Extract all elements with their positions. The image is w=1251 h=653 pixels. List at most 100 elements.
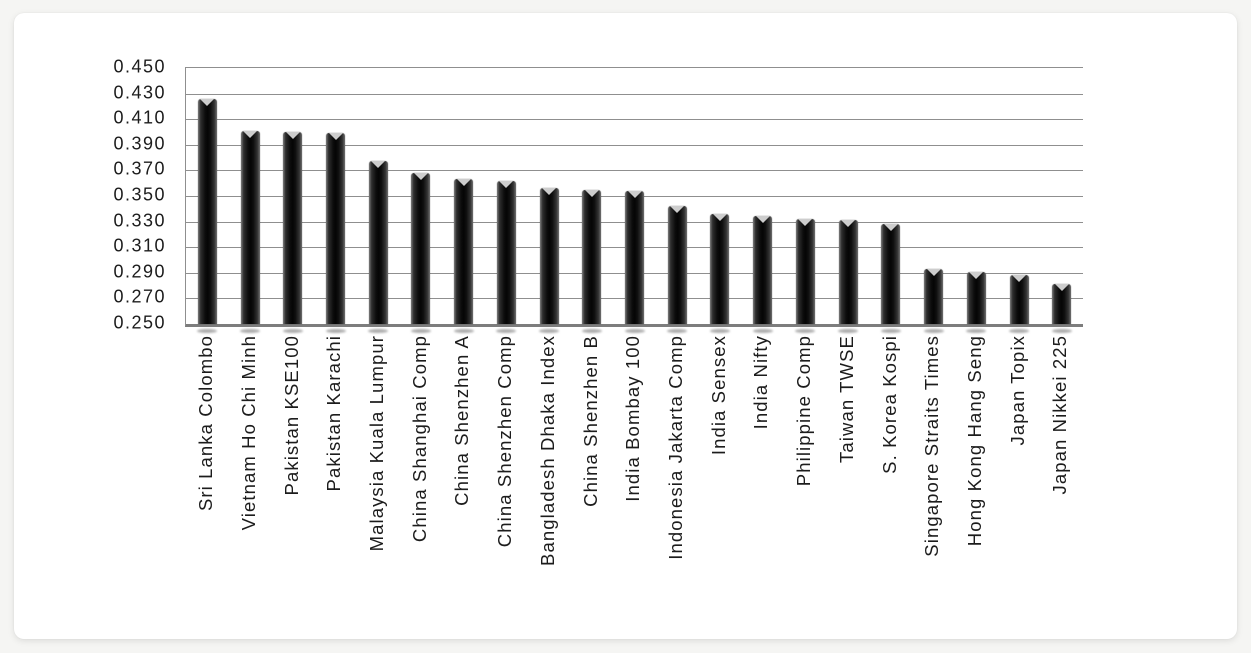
x-axis-label: China Shenzhen A [451, 335, 473, 506]
bar-top-highlight [670, 206, 685, 214]
bar-top-highlight [969, 271, 984, 279]
x-axis-label-cell: Indonesia Jakarta Comp [655, 335, 698, 625]
x-axis-label: Pakistan KSE100 [280, 335, 302, 496]
bar-slot [912, 68, 955, 333]
bar-top-highlight [285, 132, 300, 139]
x-axis-label-cell: India Nifty [740, 335, 783, 625]
x-axis-label: China Shenzhen B [579, 335, 601, 507]
bar-top-highlight [1054, 284, 1069, 292]
x-axis-label: Indonesia Jakarta Comp [665, 335, 687, 560]
bar-top-highlight [627, 190, 642, 198]
x-axis-label-cell: India Bombay 100 [612, 335, 655, 625]
bar-slot [314, 68, 357, 333]
x-axis-label-cell: China Shenzhen Comp [484, 335, 527, 625]
bar-base-shadow [624, 329, 645, 333]
bar-slot [442, 68, 485, 333]
x-axis-label: China Shenzhen Comp [494, 335, 516, 548]
bar [582, 189, 602, 324]
bar-base-shadow [197, 329, 218, 333]
x-axis-label: Malaysia Kuala Lumpur [365, 335, 387, 552]
bar [1052, 284, 1072, 324]
bar-top-highlight [584, 189, 599, 197]
bar-slot [699, 68, 742, 333]
bar [625, 190, 645, 324]
bar-chart: 0.450 0.430 0.410 0.390 0.370 0.350 0.330 0.310… [14, 13, 1237, 639]
gridline [186, 144, 1083, 146]
y-axis: 0.450 0.430 0.410 0.390 0.370 0.350 0.330 0.310… [14, 57, 166, 333]
bar-top-highlight [841, 220, 856, 228]
bar-slot [528, 68, 571, 333]
bar-slot [271, 68, 314, 333]
x-axis-label: Japan Nikkei 225 [1049, 335, 1071, 495]
bar [326, 133, 346, 324]
bar-top-highlight [456, 179, 471, 187]
x-axis-label-cell: Japan Topix [997, 335, 1040, 625]
x-axis: Sri Lanka Colombo Vietnam Ho Chi Minh Paki… [185, 335, 1082, 625]
bar-slot [186, 68, 229, 333]
x-axis-label-cell: Bangladesh Dhaka Index [527, 335, 570, 625]
bar-top-highlight [1012, 275, 1027, 283]
bar-top-highlight [712, 213, 727, 221]
x-axis-label: Singapore Straits Times [921, 335, 943, 557]
y-axis-tick-label: 0.350 [113, 184, 166, 205]
bar-slot [357, 68, 400, 333]
bar [966, 271, 986, 324]
bar-base-shadow [838, 329, 859, 333]
bar-base-shadow [709, 329, 730, 333]
x-axis-label-cell: Malaysia Kuala Lumpur [356, 335, 399, 625]
gridline [186, 93, 1083, 95]
y-axis-tick-label: 0.370 [113, 158, 166, 179]
bar-top-highlight [755, 216, 770, 224]
y-axis-tick-label: 0.450 [113, 56, 166, 77]
x-axis-label-cell: Hong Kong Hang Seng [954, 335, 997, 625]
bars-container [186, 68, 1083, 333]
bar-base-shadow [1051, 329, 1072, 333]
bar [1009, 275, 1029, 324]
y-axis-tick-label: 0.270 [113, 286, 166, 307]
bar-slot [570, 68, 613, 333]
bar-slot [656, 68, 699, 333]
bar-base-shadow [667, 329, 688, 333]
x-axis-label-cell: Sri Lanka Colombo [185, 335, 228, 625]
x-axis-label-cell: S. Korea Kospi [869, 335, 912, 625]
gridline [186, 119, 1083, 121]
bar-top-highlight [883, 224, 898, 232]
bar [795, 219, 815, 324]
bar-base-shadow [282, 329, 303, 333]
bar-top-highlight [798, 219, 813, 227]
bar [368, 161, 388, 324]
bar-base-shadow [581, 329, 602, 333]
bar [454, 179, 474, 324]
bar-base-shadow [880, 329, 901, 333]
bar-base-shadow [368, 329, 389, 333]
bar-base-shadow [496, 329, 517, 333]
x-axis-label: Vietnam Ho Chi Minh [237, 335, 259, 531]
x-axis-label: Taiwan TWSE [835, 335, 857, 463]
x-axis-label-cell: India Sensex [698, 335, 741, 625]
bar-base-shadow [752, 329, 773, 333]
bar-base-shadow [923, 329, 944, 333]
bar-top-highlight [499, 180, 514, 188]
x-axis-label-cell: Singapore Straits Times [911, 335, 954, 625]
bar-base-shadow [240, 329, 261, 333]
bar-base-shadow [453, 329, 474, 333]
y-axis-tick-label: 0.330 [113, 210, 166, 231]
bar [240, 130, 260, 324]
bar-base-shadow [1009, 329, 1030, 333]
bar-slot [784, 68, 827, 333]
x-axis-label: Hong Kong Hang Seng [964, 335, 986, 547]
plot-area [185, 67, 1083, 333]
bar-top-highlight [542, 188, 557, 196]
bar-slot [400, 68, 443, 333]
bar [667, 206, 687, 324]
bar-top-highlight [413, 172, 428, 180]
x-axis-label: Sri Lanka Colombo [195, 335, 217, 512]
chart-card: 0.450 0.430 0.410 0.390 0.370 0.350 0.330 0.310… [14, 13, 1237, 639]
y-axis-tick-label: 0.430 [113, 82, 166, 103]
x-axis-label-cell: Taiwan TWSE [826, 335, 869, 625]
bar-slot [613, 68, 656, 333]
bar [710, 213, 730, 324]
bar [283, 132, 303, 324]
bar-slot [741, 68, 784, 333]
bar-slot [229, 68, 272, 333]
